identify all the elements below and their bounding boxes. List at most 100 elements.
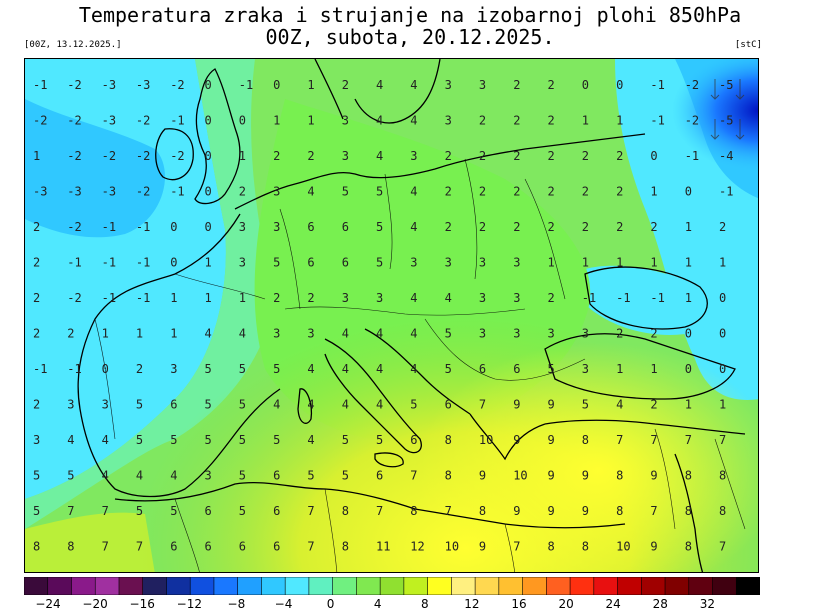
temperature-value: 4 <box>376 398 383 412</box>
temperature-value: 3 <box>513 291 520 305</box>
temperature-value: 7 <box>445 504 452 518</box>
temperature-value: 7 <box>479 398 486 412</box>
temperature-value: -2 <box>67 220 81 234</box>
legend-swatch <box>261 577 286 595</box>
temperature-value: 0 <box>685 185 692 199</box>
legend-tick-label: −16 <box>129 597 155 611</box>
temperature-value: 1 <box>685 398 692 412</box>
temperature-value: 7 <box>410 469 417 483</box>
temperature-value: 4 <box>410 362 417 376</box>
temperature-value: 1 <box>582 114 589 128</box>
temperature-value: -1 <box>67 362 81 376</box>
temperature-value: 9 <box>650 540 657 554</box>
border-north-africa <box>174 488 516 572</box>
temperature-value: 5 <box>67 469 74 483</box>
legend-tick-labels: −24 −20 −16 −12 −8 −4 0 4 8 12 16 20 24 28 32 <box>0 597 820 613</box>
temperature-value: 4 <box>410 220 417 234</box>
temperature-value: 2 <box>650 220 657 234</box>
border-ukraine <box>524 178 566 300</box>
temperature-value: 0 <box>582 78 589 92</box>
temperature-value: 4 <box>410 291 417 305</box>
temperature-value: 4 <box>445 291 452 305</box>
temperature-value: 4 <box>205 327 212 341</box>
temperature-value: 2 <box>445 149 452 163</box>
temperature-value: 5 <box>136 433 143 447</box>
temperature-value: 1 <box>616 114 623 128</box>
temperature-value-grid: -1 -2 -3 -3 -2 0 -1 0 1 2 4 4 3 3 2 2 0 0 -1 -2 -5-2 -2 -3 -2 -1… <box>33 78 733 554</box>
temperature-value: -1 <box>582 291 596 305</box>
temperature-value: 2 <box>548 78 555 92</box>
temperature-value: 6 <box>307 256 314 270</box>
temperature-value: 4 <box>307 185 314 199</box>
temperature-value: 9 <box>548 469 555 483</box>
map-canvas: -1 -2 -3 -3 -2 0 -1 0 1 2 4 4 3 3 2 2 0 0 -1 -2 -5-2 -2 -3 -2 -1… <box>25 59 758 572</box>
temperature-value: 10 <box>445 540 459 554</box>
temperature-value: 10 <box>479 433 493 447</box>
isotherm-contour <box>584 266 708 330</box>
map-title: Temperatura zraka i strujanje na izobarn… <box>78 3 742 27</box>
temperature-value: 2 <box>33 327 40 341</box>
border-poland-west <box>384 173 393 270</box>
legend-swatch <box>451 577 476 595</box>
temperature-value: 8 <box>445 469 452 483</box>
warm-southeast <box>25 59 758 572</box>
ireland-coast <box>155 128 194 181</box>
temperature-value: 5 <box>239 433 246 447</box>
temperature-value: 9 <box>548 433 555 447</box>
temperature-value: 2 <box>513 149 520 163</box>
border-france-germany <box>279 208 301 310</box>
temperature-value: 3 <box>67 398 74 412</box>
temperature-value: 5 <box>342 185 349 199</box>
temperature-value: 9 <box>548 398 555 412</box>
black-sea-coast <box>544 333 736 400</box>
sardinia-coast <box>297 388 313 424</box>
temperature-value: -1 <box>102 220 116 234</box>
temperature-value: 3 <box>445 114 452 128</box>
temperature-value: -2 <box>685 114 699 128</box>
temperature-value: -1 <box>650 78 664 92</box>
temperature-value: -2 <box>170 78 184 92</box>
temperature-value: 1 <box>616 362 623 376</box>
temperature-value: 6 <box>273 540 280 554</box>
wind-arrow <box>735 119 745 140</box>
temperature-value: -1 <box>136 220 150 234</box>
temperature-value: 4 <box>376 78 383 92</box>
temperature-value: 4 <box>307 362 314 376</box>
temperature-value: 3 <box>273 185 280 199</box>
border-balkans <box>424 318 586 381</box>
legend-tick-label: 12 <box>464 597 480 611</box>
legend-swatch <box>593 577 619 595</box>
temperature-value: 2 <box>307 149 314 163</box>
temperature-value: 1 <box>650 185 657 199</box>
temperature-value: -2 <box>136 114 150 128</box>
temperature-value: -1 <box>170 185 184 199</box>
temperature-value: 8 <box>616 504 623 518</box>
temperature-value: -3 <box>33 185 47 199</box>
temperature-value: 9 <box>479 469 486 483</box>
temperature-value: 2 <box>548 114 555 128</box>
temperature-value: 5 <box>342 433 349 447</box>
temperature-value: 1 <box>548 256 555 270</box>
temperature-value: 4 <box>102 469 109 483</box>
temperature-value: 4 <box>239 327 246 341</box>
warm-sw <box>25 512 155 572</box>
unit-label: [stC] <box>734 40 762 50</box>
temperature-value: 4 <box>410 114 417 128</box>
temperature-value: 3 <box>307 327 314 341</box>
temperature-value: 2 <box>67 327 74 341</box>
temperature-value: -2 <box>685 78 699 92</box>
temperature-value: 6 <box>273 504 280 518</box>
temperature-value: 1 <box>136 327 143 341</box>
temperature-value: 5 <box>273 256 280 270</box>
temperature-value: 5 <box>410 398 417 412</box>
legend-tick-label: 4 <box>373 597 382 611</box>
temperature-value: 3 <box>239 220 246 234</box>
temperature-value: 5 <box>273 433 280 447</box>
temperature-value: 4 <box>170 469 177 483</box>
temperature-value: -1 <box>136 291 150 305</box>
temperature-value: 6 <box>205 504 212 518</box>
temperature-value: 3 <box>582 327 589 341</box>
border-poland-east <box>464 158 478 280</box>
temperature-value: 7 <box>67 504 74 518</box>
temperature-value: 0 <box>205 78 212 92</box>
